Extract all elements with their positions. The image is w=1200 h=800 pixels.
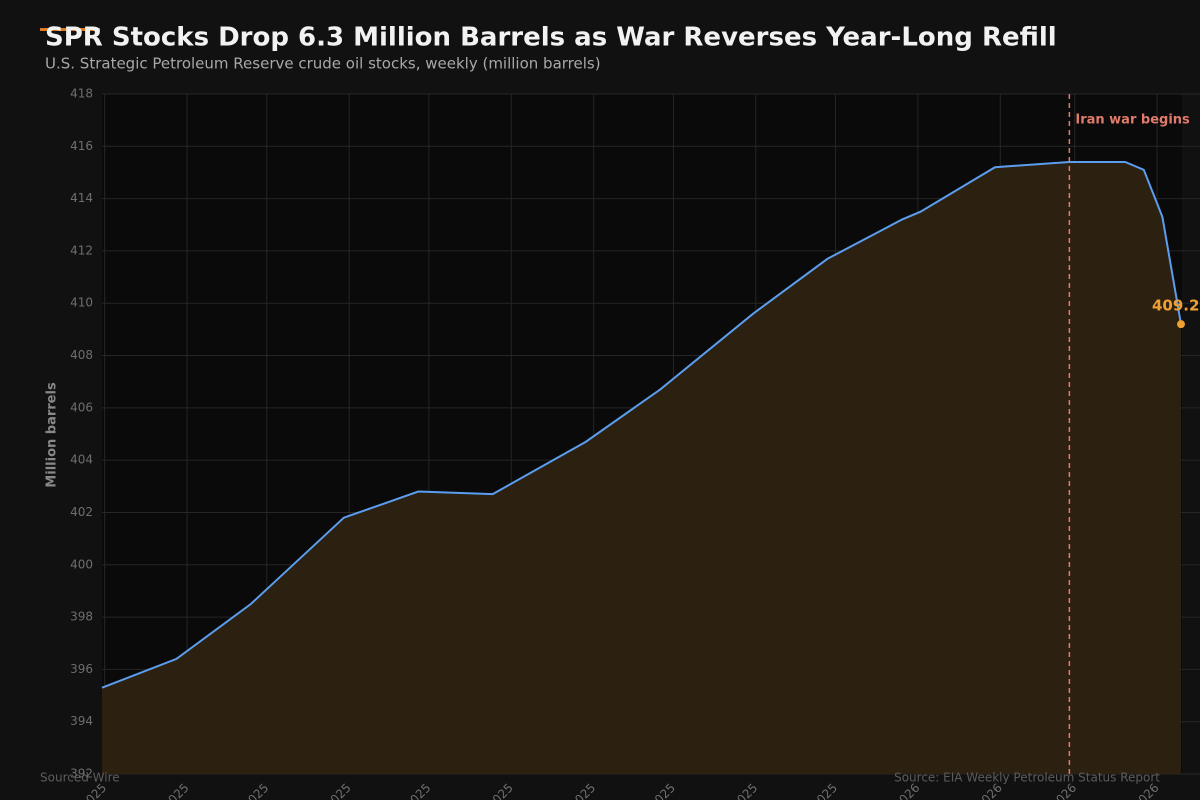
y-tick-label: 400 bbox=[70, 557, 93, 571]
source-right: Source: EIA Weekly Petroleum Status Repo… bbox=[894, 771, 1160, 785]
line bbox=[101, 161, 1182, 689]
value-label: 409.2M bbox=[1152, 297, 1200, 315]
x-tick-label: Oct 2025 bbox=[629, 781, 678, 800]
y-axis-label: Million barrels bbox=[45, 382, 60, 488]
x-tick-label: Sep 2025 bbox=[548, 781, 598, 800]
y-tick-label: 396 bbox=[70, 662, 93, 676]
x-tick-label: Jun 2025 bbox=[306, 781, 354, 800]
y-tick-label: 414 bbox=[70, 191, 93, 205]
y-tick-label: 394 bbox=[70, 714, 93, 728]
x-tick-label: Nov 2025 bbox=[710, 781, 761, 800]
y-tick-label: 406 bbox=[70, 400, 93, 414]
area-fill bbox=[102, 162, 1181, 774]
y-tick-label: 392 bbox=[70, 767, 93, 781]
chart-subtitle: U.S. Strategic Petroleum Reserve crude o… bbox=[45, 55, 601, 73]
y-tick-label: 408 bbox=[70, 348, 93, 362]
x-tick-label: Apr 2025 bbox=[143, 781, 192, 800]
chart-title: SPR Stocks Drop 6.3 Million Barrels as W… bbox=[45, 23, 1057, 53]
event-label: Iran war begins bbox=[1075, 113, 1190, 128]
x-tick-label: Dec 2025 bbox=[789, 781, 840, 800]
y-tick-label: 410 bbox=[70, 296, 93, 310]
title-accent bbox=[40, 28, 100, 31]
source-left: Sourced Wire bbox=[40, 771, 120, 785]
marks bbox=[101, 94, 1185, 774]
y-tick-label: 404 bbox=[70, 453, 93, 467]
y-tick-label: 418 bbox=[70, 87, 93, 101]
x-tick-label: Jul 2025 bbox=[388, 781, 433, 800]
x-tick-label: May 2025 bbox=[220, 781, 272, 800]
x-tick-label: Aug 2025 bbox=[465, 781, 516, 800]
y-tick-label: 398 bbox=[70, 610, 93, 624]
y-tick-label: 416 bbox=[70, 139, 93, 153]
last-point bbox=[1177, 320, 1185, 329]
y-tick-label: 412 bbox=[70, 243, 93, 257]
y-tick-label: 402 bbox=[70, 505, 93, 519]
